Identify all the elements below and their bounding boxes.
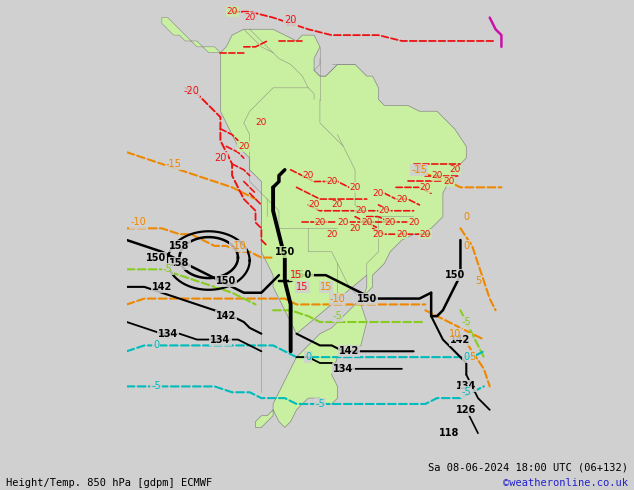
Text: 15: 15 [290, 270, 302, 280]
Text: 20: 20 [332, 200, 343, 209]
Text: 20: 20 [326, 230, 337, 239]
Text: 20: 20 [373, 189, 384, 197]
Text: 20: 20 [378, 206, 390, 215]
Text: Sa 08-06-2024 18:00 UTC (06+132): Sa 08-06-2024 18:00 UTC (06+132) [428, 463, 628, 473]
Text: 20: 20 [443, 177, 455, 186]
Text: 20: 20 [449, 165, 460, 174]
Text: 20: 20 [302, 171, 314, 180]
Text: 158: 158 [169, 241, 190, 251]
Text: 20: 20 [349, 183, 361, 192]
Text: 134: 134 [210, 335, 231, 344]
Text: 20: 20 [226, 7, 238, 16]
Text: 150: 150 [292, 270, 313, 280]
Text: 0: 0 [463, 212, 469, 221]
Text: 150: 150 [275, 247, 295, 257]
Text: 142: 142 [450, 335, 470, 344]
Text: -5: -5 [462, 387, 471, 397]
Text: 20: 20 [373, 230, 384, 239]
Text: 0: 0 [153, 341, 159, 350]
Text: 118: 118 [439, 428, 459, 438]
Text: 5: 5 [475, 276, 481, 286]
Text: 150: 150 [146, 253, 166, 263]
Text: 20: 20 [308, 200, 320, 209]
Text: -5: -5 [315, 399, 325, 409]
Polygon shape [221, 29, 466, 427]
Text: 0: 0 [463, 241, 469, 251]
Text: -10: -10 [330, 294, 346, 304]
Text: 10: 10 [448, 329, 461, 339]
Text: 20: 20 [326, 177, 337, 186]
Text: 20: 20 [238, 142, 250, 151]
Text: 5: 5 [469, 352, 476, 362]
Text: 20: 20 [349, 224, 361, 233]
Text: -5: -5 [462, 317, 471, 327]
Text: 150: 150 [444, 270, 465, 280]
Text: 20: 20 [285, 19, 296, 28]
Text: -20: -20 [183, 86, 199, 96]
Text: 15: 15 [320, 282, 332, 292]
Text: 20: 20 [285, 19, 296, 28]
Text: 134: 134 [333, 364, 354, 374]
Text: -5: -5 [333, 311, 342, 321]
Text: 142: 142 [216, 311, 236, 321]
Text: 142: 142 [339, 346, 359, 356]
Text: -10: -10 [230, 241, 246, 251]
Text: ©weatheronline.co.uk: ©weatheronline.co.uk [503, 478, 628, 488]
Text: 20: 20 [414, 165, 425, 174]
Text: 20: 20 [361, 218, 372, 227]
Text: 126: 126 [456, 405, 476, 415]
Polygon shape [162, 18, 221, 53]
Text: 150: 150 [357, 294, 377, 304]
Text: 20: 20 [314, 218, 326, 227]
Text: 20: 20 [338, 218, 349, 227]
Text: 20: 20 [244, 13, 256, 22]
Text: 20: 20 [396, 230, 408, 239]
Text: 0: 0 [463, 352, 469, 362]
Text: -5: -5 [163, 264, 172, 274]
Text: 134: 134 [158, 329, 178, 339]
Text: 150: 150 [216, 276, 236, 286]
Text: Height/Temp. 850 hPa [gdpm] ECMWF: Height/Temp. 850 hPa [gdpm] ECMWF [6, 478, 212, 488]
Text: 142: 142 [152, 282, 172, 292]
Text: 20: 20 [420, 183, 431, 192]
Text: -15: -15 [411, 165, 427, 175]
Text: 15: 15 [296, 282, 309, 292]
Text: 20: 20 [420, 230, 431, 239]
Text: 0: 0 [305, 352, 311, 362]
Text: 20: 20 [214, 153, 226, 163]
Text: 20: 20 [431, 171, 443, 180]
Text: 20: 20 [396, 195, 408, 203]
Text: 158: 158 [169, 258, 190, 269]
Text: 134: 134 [456, 381, 476, 392]
Text: 20: 20 [408, 218, 419, 227]
Text: 20: 20 [285, 16, 297, 25]
Text: 20: 20 [384, 218, 396, 227]
Text: -10: -10 [131, 218, 146, 227]
Text: 20: 20 [256, 119, 267, 127]
Text: 20: 20 [355, 206, 366, 215]
Text: -15: -15 [165, 159, 181, 169]
Text: -5: -5 [151, 381, 161, 392]
